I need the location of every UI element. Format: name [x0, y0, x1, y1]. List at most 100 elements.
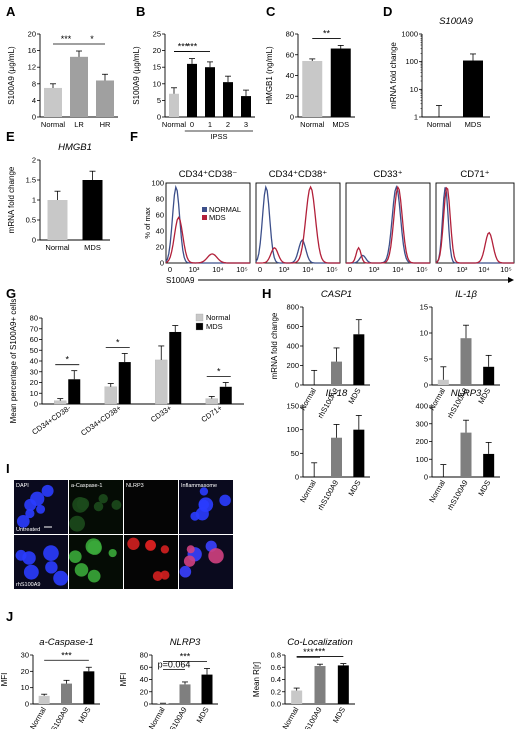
x-tick-label: rhS100A9 — [299, 706, 323, 729]
significance-label: p=0.064 — [158, 659, 191, 669]
cell-blob — [108, 548, 117, 558]
significance-label: *** — [61, 650, 72, 660]
x-tick-label: rhS100A9 — [445, 479, 469, 512]
x-tick-label: 10⁵ — [416, 265, 427, 274]
y-tick-label: 0 — [34, 400, 38, 409]
micrograph-column-label: NLRP3 — [126, 483, 144, 489]
y-tick-label: 200 — [286, 361, 299, 370]
y-tick-label: 10 — [21, 683, 29, 692]
panel-label-b: B — [136, 4, 145, 19]
y-tick-label: 400 — [286, 342, 299, 351]
x-tick-label: rhS100A9 — [164, 706, 188, 729]
y-tick-label: 0.4 — [271, 675, 281, 684]
bar-mds — [169, 331, 182, 404]
y-tick-label: 15 — [420, 303, 428, 312]
cell-blob — [30, 491, 45, 506]
bar-mds — [68, 379, 81, 404]
cell-blob — [23, 564, 39, 580]
bar — [337, 665, 349, 704]
panel-label-a: A — [6, 4, 16, 19]
chart-title: NLRP3 — [170, 637, 201, 648]
x-tick-label: 10³ — [279, 265, 290, 274]
cell-blob — [208, 548, 224, 564]
bar-mds — [219, 386, 232, 404]
micrograph-cell: Inflammasome — [179, 480, 233, 534]
x-tick-label: MDS — [346, 479, 362, 498]
y-axis-label: mRNA fold change — [7, 166, 16, 233]
histogram-title: CD34⁺CD38⁻ — [179, 169, 238, 180]
y-tick-label: 70 — [30, 324, 38, 333]
x-tick-label: 2 — [226, 120, 230, 129]
x-tick-label: Normal — [427, 386, 447, 412]
y-tick-label: 150 — [286, 402, 299, 411]
flow-histogram-3: CD33⁺ 0 10³ 10⁴ 10⁵ — [345, 169, 431, 274]
chart-title: HMGB1 — [58, 142, 92, 153]
significance-label: * — [217, 367, 221, 377]
bar — [330, 48, 351, 117]
x-tick-label: Normal — [298, 386, 318, 412]
bar-chart-j3: 0.0 0.2 0.4 0.6 0.8 Mean R[r] Co-Localization N… — [252, 637, 355, 729]
legend-swatch-normal — [202, 207, 207, 212]
histogram-title: CD33⁺ — [373, 169, 402, 180]
bar-normal — [205, 398, 218, 405]
y-tick-label: 60 — [30, 335, 38, 344]
micrograph-row-label: rhS100A9 — [16, 582, 40, 588]
y-tick-label: 0 — [32, 113, 36, 122]
y-tick-label: 2 — [32, 156, 36, 165]
cell-blob — [36, 504, 46, 514]
bar — [96, 80, 114, 117]
bar — [353, 334, 365, 385]
x-tick-label: 10⁴ — [212, 265, 224, 274]
histogram-mds-curve — [165, 216, 250, 264]
micrograph-row-label: Untreated — [16, 527, 40, 533]
y-axis-label: Mean percentage of S100A9+ cells — [9, 299, 18, 424]
micrograph-cell: DAPI Untreated — [14, 480, 68, 534]
y-tick-label: 0 — [144, 700, 148, 709]
bar — [83, 671, 95, 704]
y-axis-label: HMGB1 (ng/mL) — [265, 46, 274, 105]
y-tick-label: 80 — [156, 195, 164, 204]
y-tick-label: 0 — [290, 113, 294, 122]
significance-label: *** — [180, 651, 191, 661]
flow-x-arrow-head — [508, 277, 514, 283]
legend-swatch-mds — [202, 215, 207, 220]
y-tick-label: 20 — [156, 243, 164, 252]
y-tick-label: 40 — [140, 675, 148, 684]
y-tick-label: 0 — [424, 381, 428, 390]
cell-blob — [16, 515, 30, 528]
cell-blob — [87, 540, 102, 555]
bar — [201, 674, 213, 704]
significance-label: *** — [315, 647, 326, 657]
y-tick-label: 1 — [32, 196, 36, 205]
bar — [70, 56, 88, 117]
legend-swatch — [195, 322, 204, 331]
y-axis-label: MFI — [119, 673, 128, 687]
legend-label-normal: NORMAL — [209, 205, 241, 214]
cell-blob — [199, 487, 209, 496]
bar — [179, 684, 191, 704]
significance-label: ** — [323, 28, 331, 38]
micrograph-cell — [68, 535, 123, 589]
legend-label: MDS — [206, 322, 223, 331]
cell-blob — [198, 499, 209, 510]
y-tick-label: 100 — [405, 57, 418, 66]
cell-blob — [152, 571, 163, 581]
y-tick-label: 1000 — [401, 30, 418, 39]
y-tick-label: 0 — [424, 473, 428, 482]
y-tick-label: 0.2 — [271, 687, 281, 696]
y-axis-label: mRNA fold change — [270, 312, 279, 379]
flow-histogram-1: CD34⁺CD38⁻ 0 10³ 10⁴ 10⁵ 0 20 40 60 80 100 NORMALMD… — [151, 169, 251, 274]
y-tick-label: 50 — [30, 346, 38, 355]
chart-title: CASP1 — [321, 289, 352, 300]
y-tick-label: 100 — [286, 425, 299, 434]
y-tick-label: 60 — [140, 663, 148, 672]
significance-label: *** — [187, 42, 198, 52]
bar — [223, 82, 233, 117]
x-tick-label: 10³ — [457, 265, 468, 274]
cell-blob — [111, 500, 122, 510]
y-axis-label: S100A9 (µg/mL) — [7, 46, 16, 105]
